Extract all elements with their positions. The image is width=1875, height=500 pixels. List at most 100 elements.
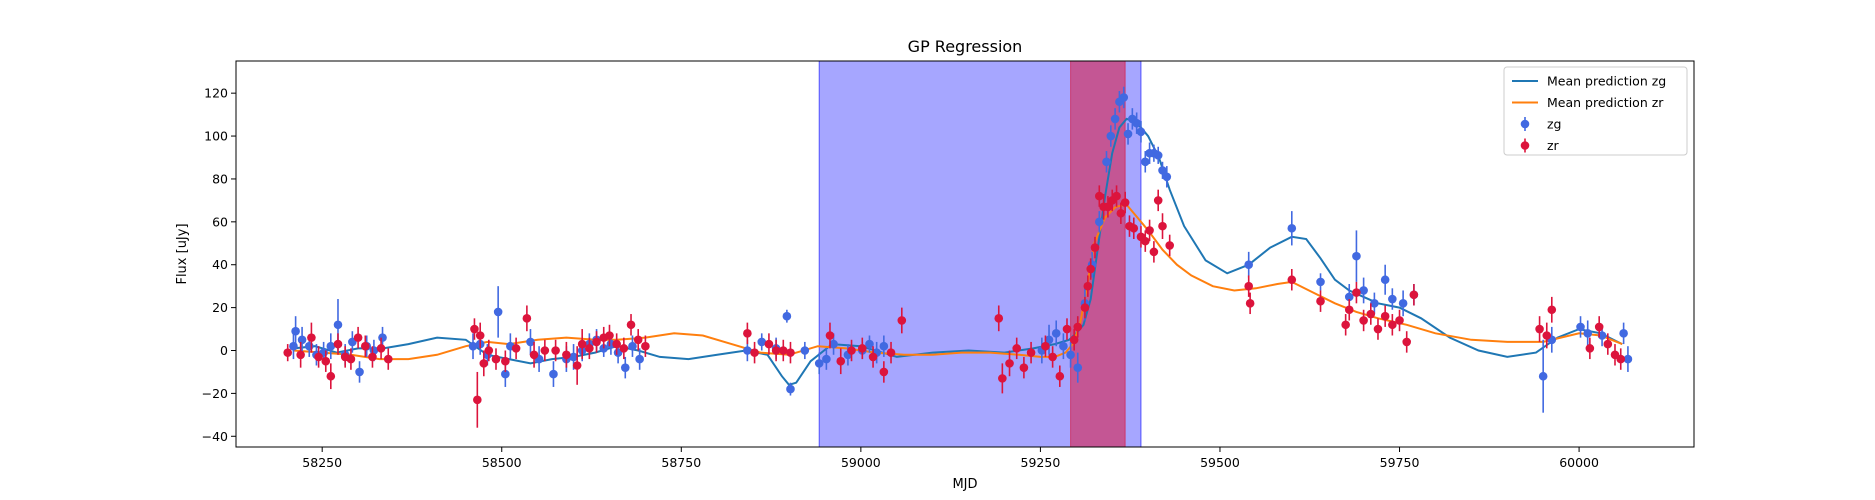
point-zr [1359, 316, 1368, 325]
point-zg [1244, 260, 1253, 270]
point-zr [886, 348, 896, 357]
legend-label: Mean prediction zr [1547, 95, 1664, 110]
legend-label: Mean prediction zg [1547, 74, 1666, 89]
legend: Mean prediction zg Mean prediction zr zg zr [1503, 66, 1688, 156]
point-zr [1095, 191, 1104, 201]
point-zr [1116, 208, 1126, 218]
legend-marker-swatch [1520, 141, 1530, 150]
point-zr [1341, 320, 1350, 330]
y-tick-label: 80 [212, 171, 228, 186]
point-zg [1044, 335, 1054, 345]
point-zr [1373, 324, 1383, 334]
point-zr [1149, 247, 1159, 257]
point-zr [1069, 335, 1079, 345]
legend-box [1503, 66, 1688, 156]
point-zr [1041, 341, 1050, 351]
point-zr [314, 352, 323, 362]
point-zg [1623, 354, 1633, 364]
x-tick-label: 59750 [1380, 455, 1420, 470]
point-zr [1129, 223, 1139, 233]
point-zg [304, 341, 314, 351]
point-zg [1051, 329, 1061, 338]
point-zr [1080, 303, 1090, 312]
point-zr [1603, 339, 1613, 349]
point-zr [1112, 191, 1121, 201]
point-zg [1398, 299, 1408, 308]
y-tick-label: 0 [220, 343, 228, 358]
point-zr [994, 314, 1004, 323]
point-zr [1165, 241, 1174, 250]
point-zr [333, 339, 343, 349]
legend-label: zg [1547, 117, 1562, 132]
legend-marker-swatch [1520, 119, 1530, 129]
point-zr [368, 352, 377, 362]
point-zg [743, 346, 752, 355]
point-zg [628, 341, 637, 351]
y-tick-label: 40 [212, 257, 228, 272]
point-zr [1086, 264, 1095, 274]
point-zr [551, 346, 560, 355]
point-zg [1359, 286, 1368, 295]
point-zr [1083, 281, 1093, 291]
x-tick-label: 59000 [841, 455, 881, 470]
point-zr [836, 356, 846, 366]
point-zg [1538, 371, 1548, 381]
x-tick-label: 58500 [482, 455, 522, 470]
legend-entry: Mean prediction zg [1512, 74, 1666, 89]
line-mean-prediction-zr [293, 203, 1623, 361]
point-zr [475, 331, 485, 340]
point-zr [1616, 354, 1626, 364]
point-zr [1388, 320, 1397, 330]
point-zg [1059, 341, 1068, 351]
point-zr [1380, 311, 1390, 321]
point-zr [307, 333, 316, 342]
point-zg [1352, 251, 1361, 261]
point-zg [526, 337, 535, 347]
point-zg [468, 341, 478, 351]
point-zg [326, 341, 336, 351]
point-zr [562, 350, 571, 360]
point-zr [353, 333, 363, 342]
point-zg [620, 363, 630, 372]
point-zg [1136, 127, 1146, 137]
point-zr [612, 339, 621, 349]
point-zr [376, 344, 386, 353]
chart-title: GP Regression [908, 37, 1023, 56]
point-zg [1370, 299, 1379, 308]
point-zg [1073, 363, 1083, 372]
y-tick-label: 20 [212, 300, 228, 315]
point-zg [635, 354, 644, 364]
point-zg [297, 335, 307, 345]
point-zg [1102, 157, 1111, 167]
point-zr [1153, 196, 1163, 205]
point-zr [633, 335, 643, 345]
point-zr [1344, 305, 1354, 315]
point-zr [778, 346, 788, 355]
point-zg [378, 333, 387, 342]
point-zr [326, 371, 336, 381]
point-zr [897, 316, 907, 325]
plot-frame [235, 60, 1695, 448]
point-zr [491, 354, 501, 364]
point-zr [577, 339, 587, 349]
point-zg [291, 326, 300, 336]
x-tick-label: 59250 [1021, 455, 1061, 470]
point-zr [1026, 348, 1036, 357]
point-zr [1012, 344, 1022, 353]
point-zr [626, 320, 636, 330]
point-zr [743, 329, 752, 338]
point-zr [641, 341, 650, 351]
y-tick-label: 100 [204, 129, 228, 144]
y-axis-label: Flux [uJy] [175, 223, 190, 284]
point-zg [1316, 277, 1325, 287]
point-zg [829, 339, 838, 349]
y-tick-label: 120 [204, 86, 228, 101]
point-zr [771, 346, 781, 355]
point-zr [479, 359, 489, 368]
series-points [283, 86, 1633, 428]
point-zg [800, 346, 810, 355]
point-zr [1055, 371, 1065, 381]
point-zg [549, 369, 558, 379]
y-tick-label: 60 [212, 214, 228, 229]
